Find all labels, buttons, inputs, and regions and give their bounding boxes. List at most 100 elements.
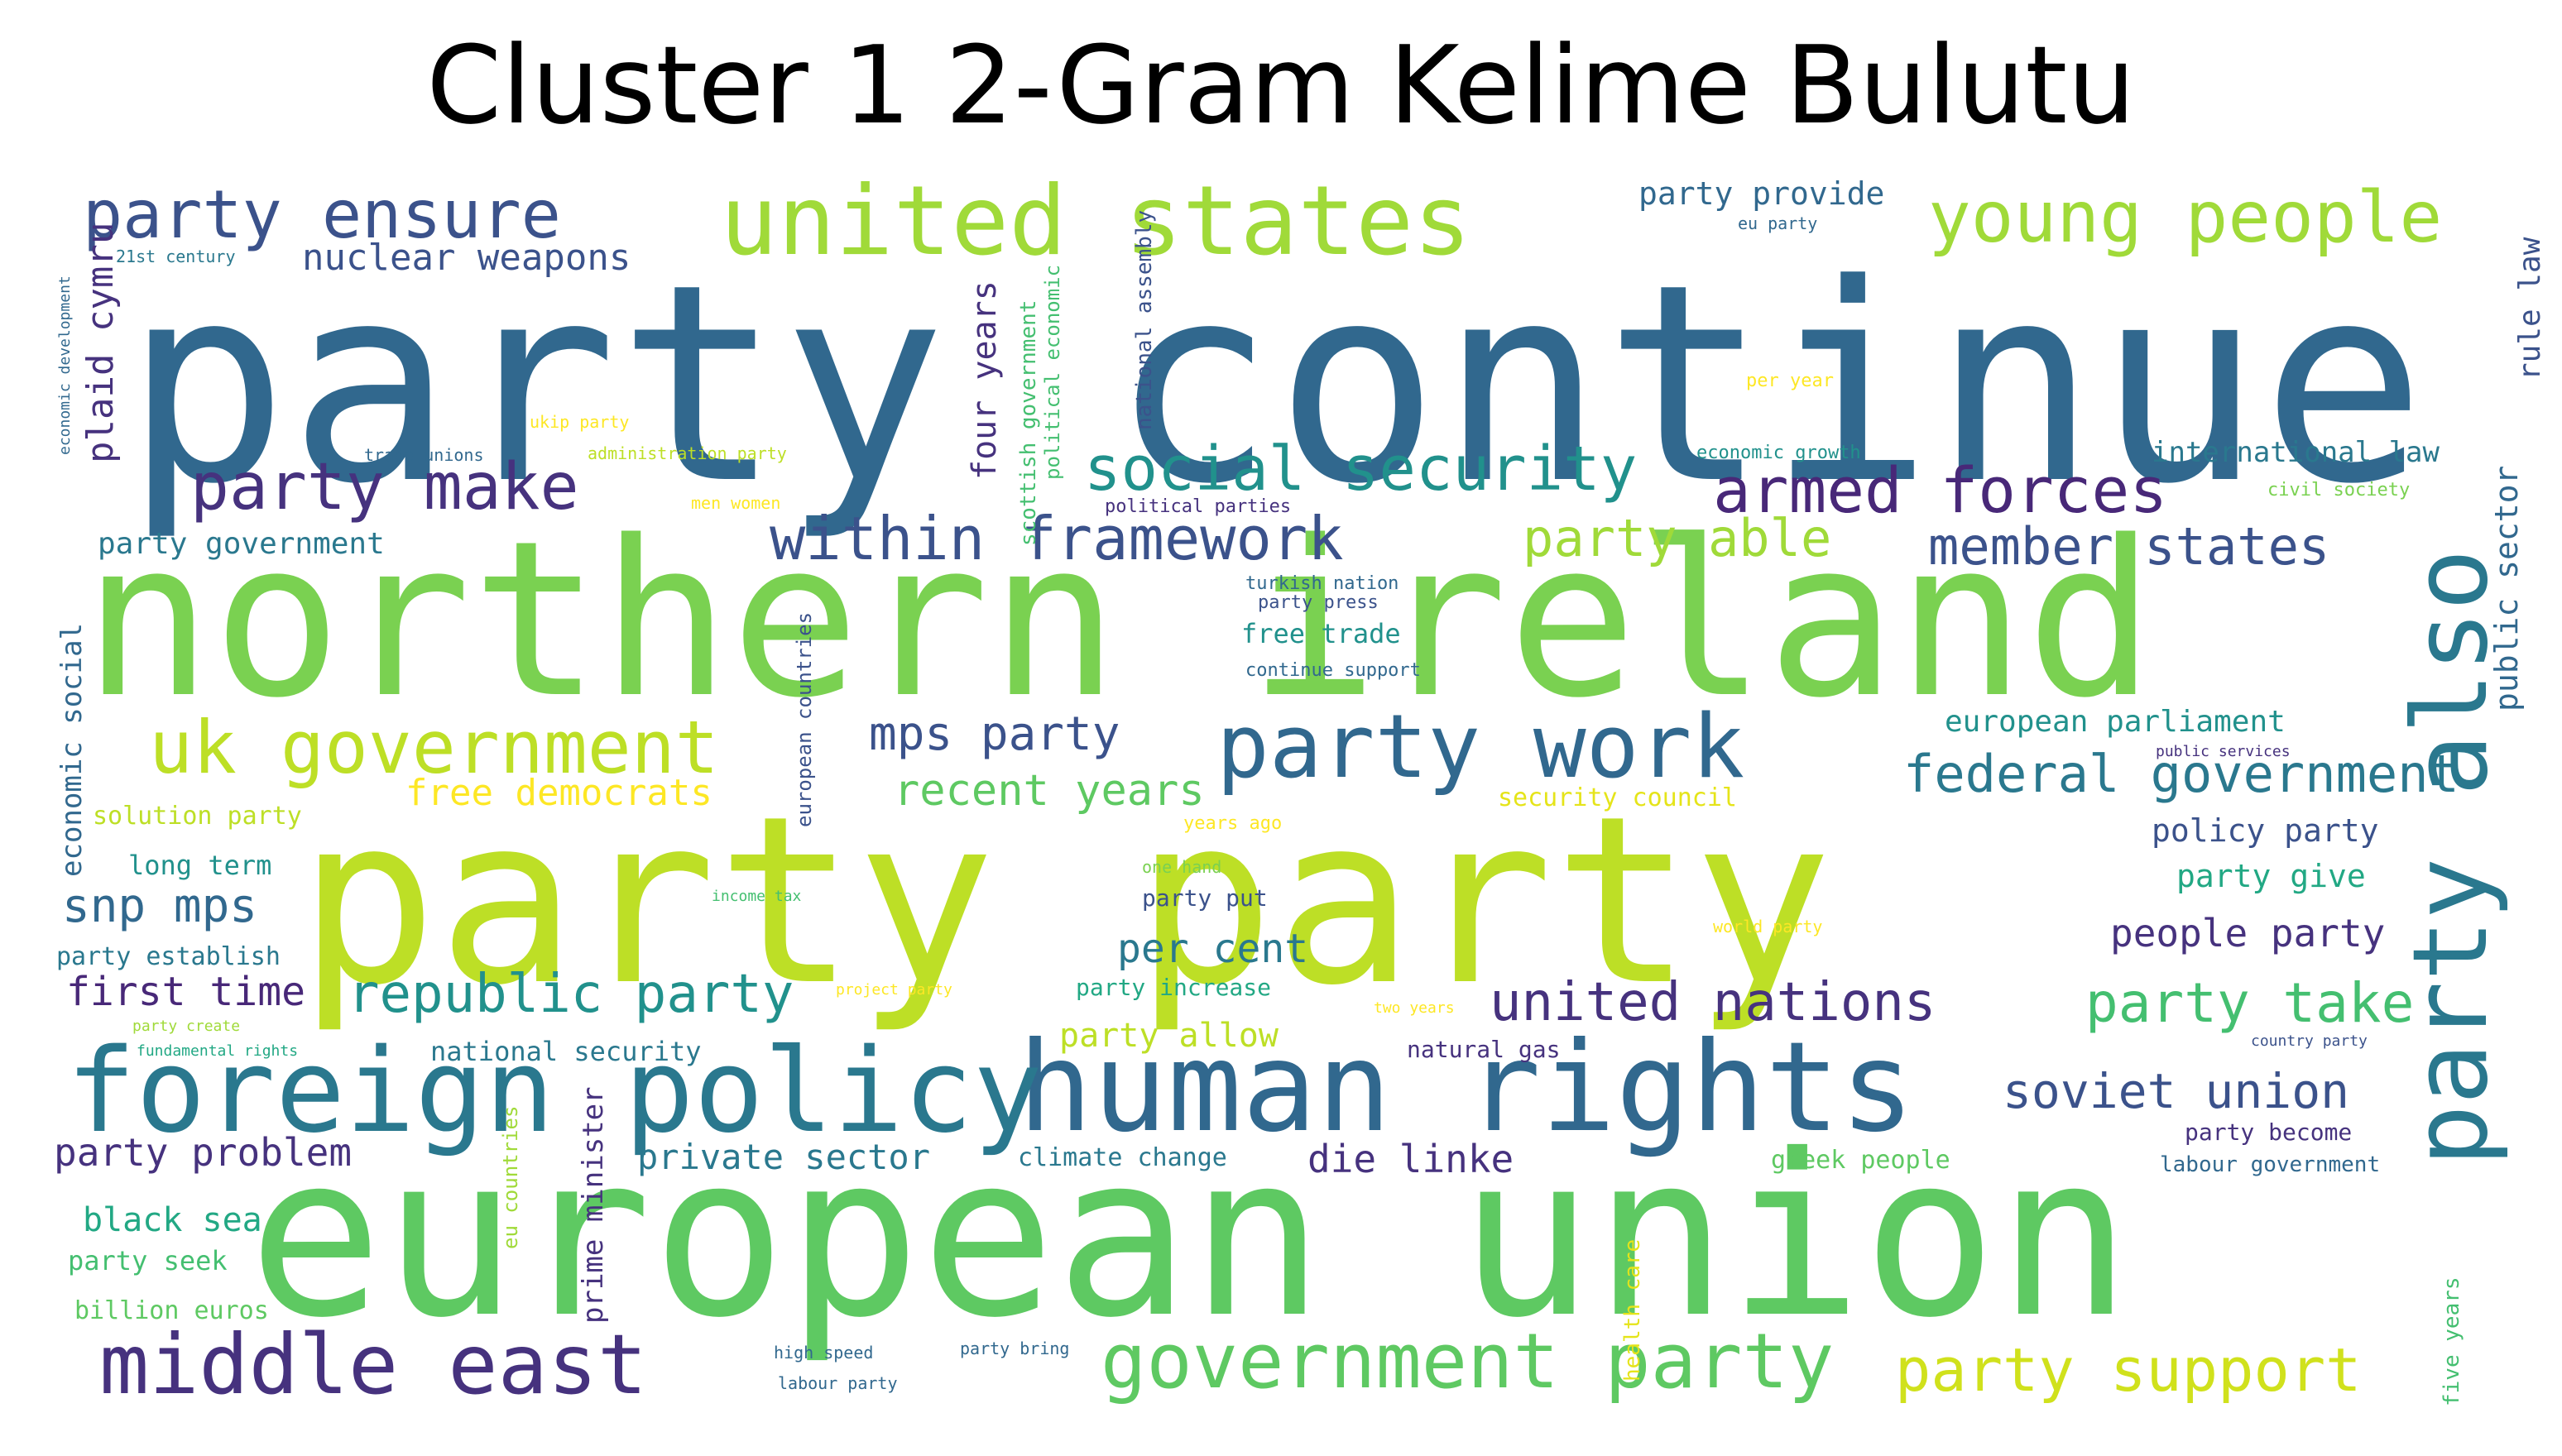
cloud-word: health care [1620,1238,1645,1382]
cloud-word: people party [2110,911,2386,956]
cloud-word: european countries [793,611,816,827]
cloud-word: party make [190,450,579,524]
cloud-word: party seek [68,1245,228,1276]
cloud-word: eu party [1738,213,1818,233]
cloud-word: within framework [770,504,1344,573]
cloud-word: political economic [1041,264,1064,480]
cloud-word: labour party [778,1373,898,1393]
cloud-word: nuclear weapons [302,237,631,279]
cloud-word: foreign policy [66,1024,1044,1159]
cloud-word: party establish [56,942,281,971]
cloud-word: international law [2152,436,2440,469]
cloud-word: income tax [712,888,802,905]
cloud-word: party party [298,767,1833,1037]
cloud-word: party government [98,527,385,561]
cloud-word: high speed [774,1343,874,1363]
cloud-word: civil society [2267,480,2411,500]
cloud-word: scottish government [1016,299,1041,546]
cloud-word: long term [128,850,272,881]
cloud-word: project party [836,981,952,999]
cloud-word: five years [2440,1276,2464,1406]
cloud-word: government party [1101,1317,1835,1406]
cloud-word: public services [2156,743,2291,760]
cloud-word: die linke [1307,1137,1514,1181]
cloud-word: free trade [1241,618,1401,649]
cloud-word: european union [248,1106,2132,1367]
cloud-word: party able [1523,508,1832,568]
cloud-word: ukip party [530,412,630,432]
cloud-word: party put [1142,884,1268,912]
cloud-word: party provide [1638,175,1885,212]
cloud-word: social security [1084,433,1638,505]
cloud-word: greek people [1771,1146,1950,1175]
cloud-word: party give [2176,858,2366,894]
cloud-word: european parliament [1945,705,2286,739]
cloud-word: economic development [56,275,74,455]
cloud-word: party ensure [83,176,561,253]
cloud-word: rule law [2513,237,2547,381]
cloud-word: mps party [869,707,1120,761]
page-title: Cluster 1 2-Gram Kelime Bulutu [426,22,2136,148]
cloud-word: men women [691,493,781,513]
cloud-word: eu countries [499,1105,522,1249]
cloud-word: party work [1216,696,1745,797]
cloud-word: one hand [1142,857,1222,877]
cloud-word: 21st century [116,247,236,266]
cloud-word: prime minister [577,1086,610,1324]
cloud-word: trade unions [364,445,484,465]
cloud-word: national assembly [1132,209,1157,430]
cloud-word: two years [1374,999,1455,1017]
cloud-word: uk government [149,705,719,790]
cloud-word: national security [430,1036,702,1067]
cloud-word: soviet union [2003,1063,2350,1119]
cloud-word: party continue [124,226,2426,544]
cloud-word: party bring [960,1339,1070,1358]
cloud-word: years ago [1183,813,1283,834]
cloud-word: party create [132,1018,241,1035]
cloud-word: security council [1498,783,1737,812]
cloud-word: snp mps [62,879,258,933]
cloud-word: solution party [93,802,302,831]
cloud-word: public sector [2488,465,2525,711]
cloud-word: economic social [55,622,89,877]
cloud-word: party also [2392,548,2511,1166]
cloud-word: united states [720,165,1471,277]
cloud-word: party support [1895,1335,2362,1405]
cloud-word: northern ireland [83,496,2156,745]
cloud-word: black sea [83,1201,262,1239]
cloud-word: first time [66,969,305,1015]
cloud-word: young people [1928,176,2443,259]
cloud-word: united nations [1490,972,1936,1033]
cloud-word: member states [1928,516,2330,577]
cloud-word: turkish nation [1245,573,1399,594]
cloud-word: country party [2251,1032,2368,1050]
cloud-word: republic party [348,964,794,1025]
cloud-word: federal government [1903,744,2459,804]
cloud-word: party become [2185,1118,2353,1146]
cloud-word: party problem [54,1130,353,1175]
cloud-word: political parties [1105,496,1292,517]
cloud-word: four years [966,280,1004,480]
cloud-word: per cent [1117,926,1309,972]
cloud-word: plaid cymru [79,222,122,463]
cloud-word: middle east [99,1316,648,1413]
cloud-word: world party [1713,917,1823,936]
cloud-word: party increase [1076,974,1272,1001]
cloud-word: continue support [1245,660,1421,681]
cloud-word: policy party [2152,812,2379,849]
cloud-word: armed forces [1713,453,2168,527]
cloud-word: party take [2085,971,2415,1035]
cloud-word: billion euros [74,1296,269,1325]
cloud-word: party allow [1059,1017,1279,1055]
cloud-word: per year [1746,371,1834,391]
cloud-word: natural gas [1407,1036,1561,1063]
cloud-word: climate change [1018,1143,1227,1172]
cloud-word: human rights [1018,1016,1915,1160]
cloud-word: party press [1258,592,1379,613]
cloud-word: economic growth [1696,443,1861,463]
cloud-word: private sector [637,1137,931,1177]
cloud-word: free democrats [405,772,712,814]
cloud-word: labour government [2160,1152,2381,1177]
cloud-word: fundamental rights [137,1042,299,1060]
